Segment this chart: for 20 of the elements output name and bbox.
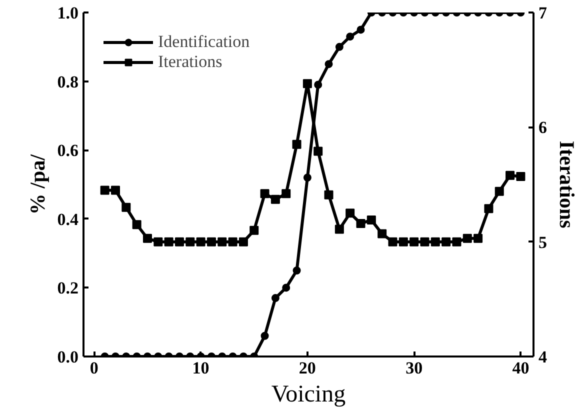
y2-tick-label: 4 [538,348,548,366]
y-tick-label: 0.2 [57,278,78,298]
x-tick-label: 40 [512,358,530,378]
x-axis-title: Voicing [271,382,346,408]
y-axis-title: % /pa/ [25,153,50,215]
y2-tick-label: 7 [538,4,548,22]
x-tick-label: 0 [90,358,98,378]
y-tick-label: 0.8 [57,72,78,92]
x-tick-label: 30 [406,358,423,378]
x-tick-label: 10 [192,358,210,378]
y2-tick-label: 6 [538,118,547,138]
legend-label: Identification [158,32,250,52]
y-tick-label: 0.0 [57,348,78,366]
y-tick-label: 0.6 [57,141,78,160]
legend-label: Iterations [158,52,222,72]
y2-axis-title: Iterations [555,140,579,228]
y-tick-label: 1.0 [57,4,78,22]
y-tick-label: 0.4 [57,210,79,229]
x-tick-label: 20 [298,358,316,378]
y2-tick-label: 5 [538,232,547,252]
